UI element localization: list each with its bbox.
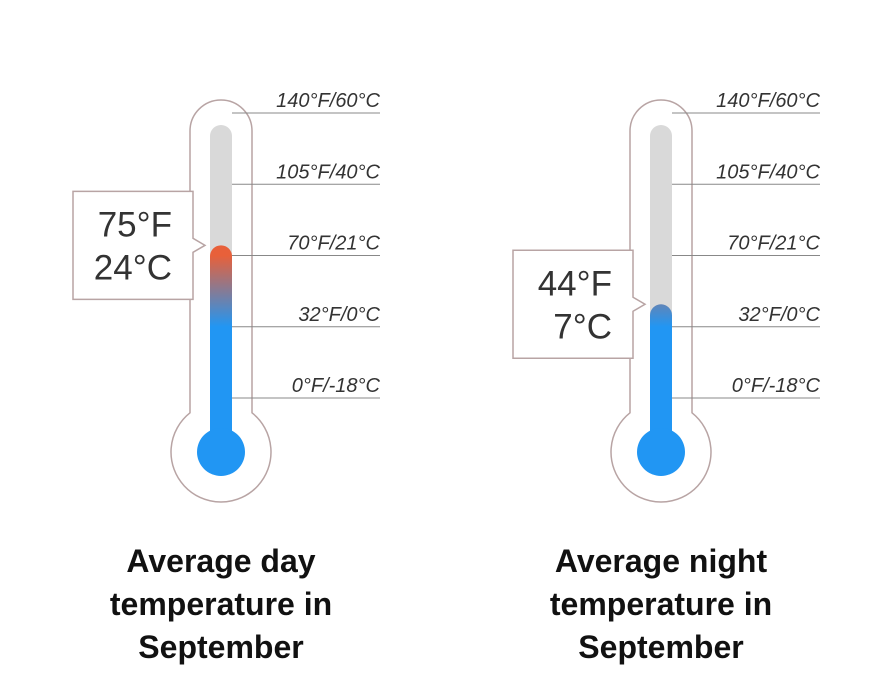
value-label: 24°C (94, 248, 172, 287)
y-tick-label: 70°F/21°C (287, 233, 380, 255)
y-tick-label: 70°F/21°C (727, 233, 820, 255)
y-tick-label: 105°F/40°C (276, 161, 380, 183)
y-tick-label: 105°F/40°C (716, 161, 820, 183)
callout (72, 190, 207, 301)
y-tick-label: 0°F/-18°C (292, 375, 381, 397)
bulb (637, 428, 685, 476)
callout (512, 249, 647, 359)
temperature-fill (210, 245, 232, 445)
y-tick-label: 140°F/60°C (716, 90, 820, 112)
y-tick-label: 32°F/0°C (738, 304, 820, 326)
y-tick-label: 140°F/60°C (276, 90, 380, 112)
value-label: 44°F (538, 264, 612, 303)
value-label: 7°C (553, 307, 612, 346)
value-label: 75°F (98, 205, 172, 244)
y-tick-label: 32°F/0°C (298, 304, 380, 326)
temperature-fill (650, 304, 672, 445)
chart-title: Average night temperature in September (549, 543, 773, 665)
chart-title: Average day temperature in September (109, 543, 333, 665)
y-tick-label: 0°F/-18°C (732, 375, 821, 397)
bulb (197, 428, 245, 476)
